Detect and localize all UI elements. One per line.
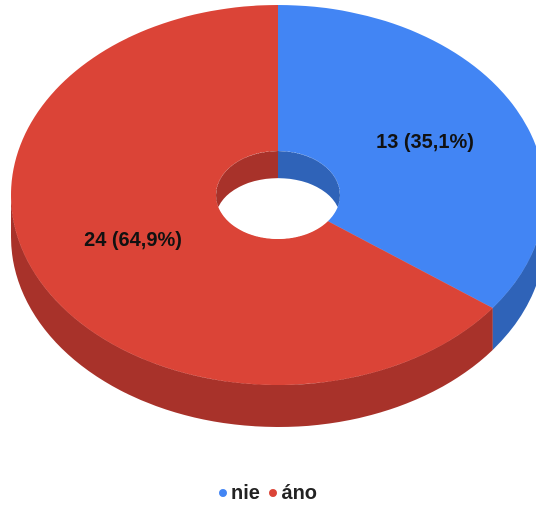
- legend: nie áno: [0, 480, 536, 505]
- data-label-nie: 13 (35,1%): [376, 131, 474, 153]
- inner-wall-nie: [278, 151, 340, 219]
- legend-item-nie[interactable]: nie: [218, 481, 260, 505]
- slice-nie[interactable]: [278, 5, 536, 308]
- data-label-áno: 24 (64,9%): [84, 229, 182, 251]
- slice-side-áno: [11, 195, 493, 427]
- slice-áno[interactable]: [11, 5, 493, 385]
- slice-side-nie: [492, 243, 536, 350]
- legend-label-nie: nie: [230, 481, 260, 504]
- legend-marker-nie: [218, 489, 227, 497]
- legend-item-ano[interactable]: áno: [269, 482, 317, 505]
- legend-marker-ano: [269, 489, 278, 497]
- inner-wall-ano: [216, 151, 278, 219]
- legend-label-ano: áno: [281, 481, 318, 504]
